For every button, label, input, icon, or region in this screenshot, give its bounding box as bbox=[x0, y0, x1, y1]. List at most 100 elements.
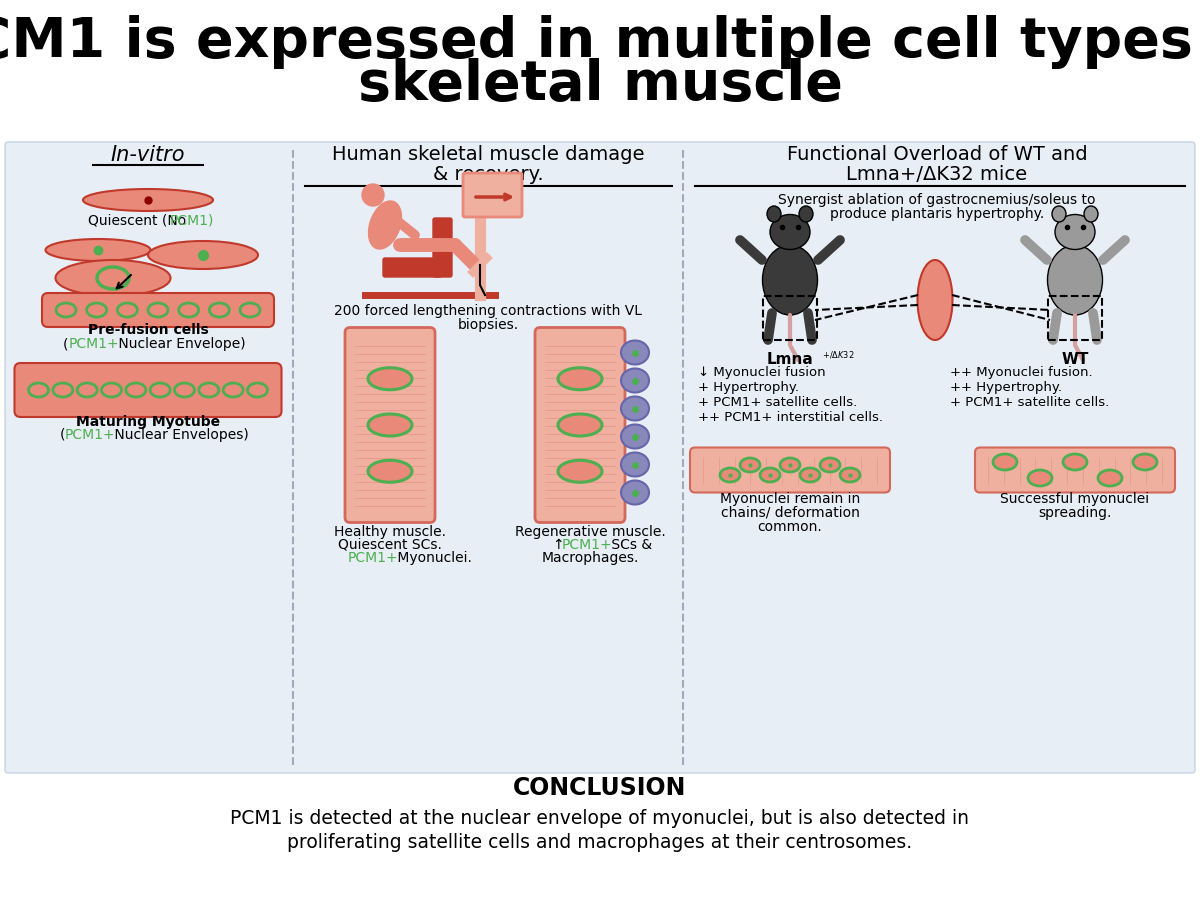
Ellipse shape bbox=[102, 383, 121, 397]
Text: biopsies.: biopsies. bbox=[457, 318, 518, 332]
Text: + Hypertrophy.: + Hypertrophy. bbox=[698, 381, 799, 394]
Ellipse shape bbox=[558, 460, 602, 482]
Text: PCM1 is detected at the nuclear envelope of myonuclei, but is also detected in: PCM1 is detected at the nuclear envelope… bbox=[230, 808, 970, 827]
Ellipse shape bbox=[1063, 454, 1087, 470]
Text: Functional Overload of WT and: Functional Overload of WT and bbox=[787, 146, 1087, 165]
Text: Pre-fusion cells: Pre-fusion cells bbox=[88, 323, 209, 337]
Ellipse shape bbox=[368, 201, 402, 249]
Ellipse shape bbox=[558, 368, 602, 390]
Text: ++ Myonuclei fusion.: ++ Myonuclei fusion. bbox=[950, 366, 1093, 379]
FancyBboxPatch shape bbox=[42, 293, 274, 327]
Ellipse shape bbox=[799, 206, 814, 222]
Text: PCM1+: PCM1+ bbox=[562, 538, 613, 552]
Text: spreading.: spreading. bbox=[1038, 506, 1111, 520]
Text: Nuclear Envelopes): Nuclear Envelopes) bbox=[110, 428, 248, 442]
Ellipse shape bbox=[368, 460, 412, 482]
Ellipse shape bbox=[97, 267, 130, 289]
Ellipse shape bbox=[148, 241, 258, 269]
Ellipse shape bbox=[1055, 214, 1096, 249]
Text: (: ( bbox=[64, 337, 68, 351]
Ellipse shape bbox=[174, 383, 194, 397]
Text: PCM1): PCM1) bbox=[170, 214, 215, 228]
Ellipse shape bbox=[1098, 470, 1122, 486]
Text: Maturing Myotube: Maturing Myotube bbox=[76, 415, 220, 429]
Text: SCs &: SCs & bbox=[607, 538, 652, 552]
Ellipse shape bbox=[760, 468, 780, 482]
Ellipse shape bbox=[820, 458, 840, 472]
Text: Synergist ablation of gastrocnemius/soleus to: Synergist ablation of gastrocnemius/sole… bbox=[779, 193, 1096, 207]
Ellipse shape bbox=[1048, 245, 1103, 315]
Text: WT: WT bbox=[1061, 352, 1088, 367]
Ellipse shape bbox=[622, 481, 649, 505]
Ellipse shape bbox=[622, 425, 649, 448]
Ellipse shape bbox=[368, 414, 412, 436]
Text: + PCM1+ satellite cells.: + PCM1+ satellite cells. bbox=[950, 396, 1109, 409]
FancyBboxPatch shape bbox=[5, 142, 1195, 773]
Ellipse shape bbox=[199, 383, 218, 397]
Text: skeletal muscle: skeletal muscle bbox=[358, 58, 842, 112]
Ellipse shape bbox=[770, 214, 810, 249]
Ellipse shape bbox=[840, 468, 860, 482]
Ellipse shape bbox=[622, 397, 649, 420]
Ellipse shape bbox=[150, 383, 170, 397]
FancyBboxPatch shape bbox=[383, 258, 442, 277]
Text: ↓ Myonuclei fusion: ↓ Myonuclei fusion bbox=[698, 366, 826, 379]
Ellipse shape bbox=[622, 453, 649, 476]
Ellipse shape bbox=[179, 303, 199, 317]
Text: Lmna: Lmna bbox=[767, 352, 814, 367]
Ellipse shape bbox=[83, 189, 214, 211]
Ellipse shape bbox=[118, 303, 137, 317]
Ellipse shape bbox=[56, 303, 76, 317]
Text: & recovery.: & recovery. bbox=[433, 165, 544, 184]
Ellipse shape bbox=[1052, 206, 1066, 222]
Text: Myonuclei.: Myonuclei. bbox=[394, 551, 472, 565]
Text: Quiescent (No: Quiescent (No bbox=[88, 214, 191, 228]
Text: 200 forced lengthening contractions with VL: 200 forced lengthening contractions with… bbox=[334, 304, 642, 318]
Text: Human skeletal muscle damage: Human skeletal muscle damage bbox=[331, 146, 644, 165]
FancyBboxPatch shape bbox=[433, 218, 452, 277]
Text: proliferating satellite cells and macrophages at their centrosomes.: proliferating satellite cells and macrop… bbox=[288, 832, 912, 851]
Ellipse shape bbox=[1084, 206, 1098, 222]
Text: PCM1+: PCM1+ bbox=[65, 428, 115, 442]
FancyBboxPatch shape bbox=[974, 447, 1175, 492]
Ellipse shape bbox=[86, 303, 107, 317]
Ellipse shape bbox=[55, 260, 170, 296]
Ellipse shape bbox=[362, 184, 384, 206]
Ellipse shape bbox=[622, 340, 649, 364]
Ellipse shape bbox=[46, 239, 150, 261]
Ellipse shape bbox=[558, 414, 602, 436]
Ellipse shape bbox=[223, 383, 244, 397]
FancyBboxPatch shape bbox=[463, 173, 522, 217]
FancyBboxPatch shape bbox=[690, 447, 890, 492]
Text: PCM1+: PCM1+ bbox=[70, 337, 120, 351]
Ellipse shape bbox=[800, 468, 820, 482]
Ellipse shape bbox=[994, 454, 1018, 470]
Text: produce plantaris hypertrophy.: produce plantaris hypertrophy. bbox=[830, 207, 1044, 221]
Text: In-vitro: In-vitro bbox=[110, 145, 185, 165]
Text: Macrophages.: Macrophages. bbox=[541, 551, 638, 565]
FancyBboxPatch shape bbox=[535, 328, 625, 523]
Ellipse shape bbox=[740, 458, 760, 472]
Text: ++ Hypertrophy.: ++ Hypertrophy. bbox=[950, 381, 1062, 394]
Text: Regenerative muscle.: Regenerative muscle. bbox=[515, 525, 665, 539]
Ellipse shape bbox=[77, 383, 97, 397]
FancyBboxPatch shape bbox=[346, 328, 436, 523]
Text: Healthy muscle.: Healthy muscle. bbox=[334, 525, 446, 539]
FancyBboxPatch shape bbox=[14, 363, 282, 417]
Text: (: ( bbox=[60, 428, 66, 442]
Text: common.: common. bbox=[757, 520, 822, 534]
Text: chains/ deformation: chains/ deformation bbox=[720, 506, 859, 520]
Text: PCM1 is expressed in multiple cell types in: PCM1 is expressed in multiple cell types… bbox=[0, 15, 1200, 69]
Ellipse shape bbox=[622, 368, 649, 392]
Ellipse shape bbox=[1028, 470, 1052, 486]
Text: Myonuclei remain in: Myonuclei remain in bbox=[720, 492, 860, 506]
Ellipse shape bbox=[247, 383, 268, 397]
Ellipse shape bbox=[720, 468, 740, 482]
Ellipse shape bbox=[240, 303, 260, 317]
Ellipse shape bbox=[126, 383, 146, 397]
Text: Successful myonuclei: Successful myonuclei bbox=[1001, 492, 1150, 506]
Ellipse shape bbox=[780, 458, 800, 472]
Ellipse shape bbox=[53, 383, 73, 397]
Ellipse shape bbox=[762, 245, 817, 315]
Ellipse shape bbox=[209, 303, 229, 317]
